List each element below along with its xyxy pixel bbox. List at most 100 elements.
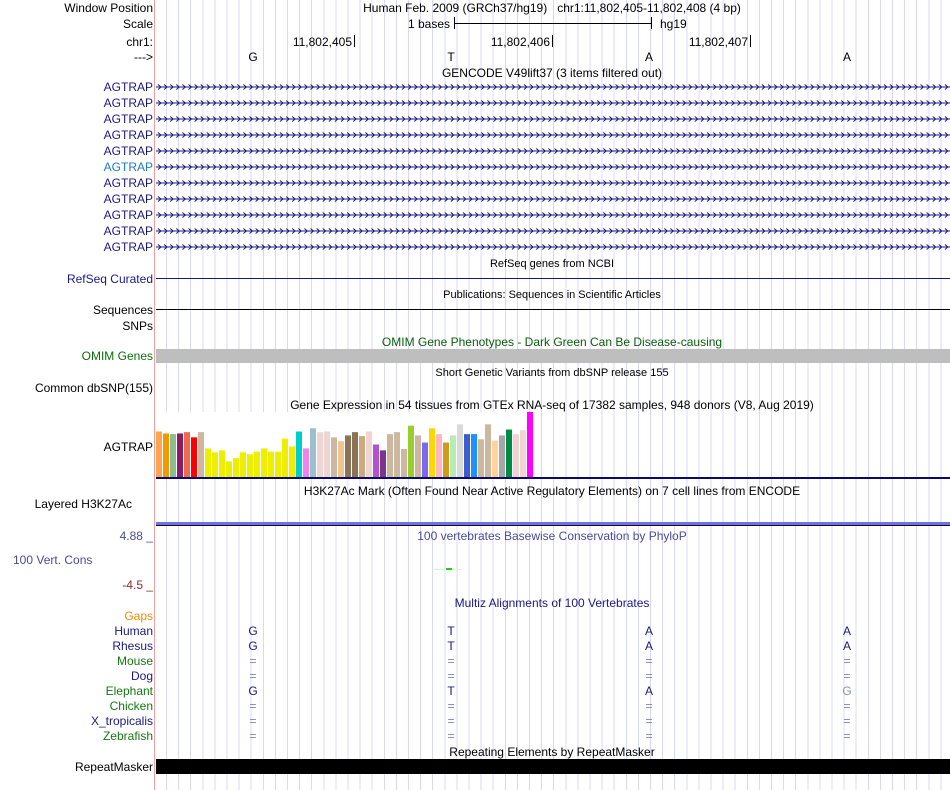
gtex-title[interactable]: Gene Expression in 54 tissues from GTEx … [290, 398, 814, 412]
species-label[interactable]: Chicken [109, 699, 153, 713]
publications-line[interactable] [156, 309, 950, 310]
gtex-bar[interactable] [261, 448, 267, 477]
gtex-bar[interactable] [198, 432, 204, 477]
dbsnp-title[interactable]: Short Genetic Variants from dbSNP releas… [435, 367, 669, 379]
gene-label[interactable]: AGTRAP [103, 208, 153, 222]
gene-transcript[interactable] [156, 227, 950, 235]
gtex-bar[interactable] [387, 434, 393, 477]
repeatmasker-feature[interactable] [156, 759, 950, 774]
dbsnp-label[interactable]: Common dbSNP(155) [34, 381, 153, 395]
gtex-bar[interactable] [338, 441, 344, 477]
phylop-label[interactable]: 100 Vert. Cons [13, 553, 93, 567]
gtex-bar[interactable] [184, 432, 190, 477]
gtex-bar[interactable] [457, 424, 463, 477]
gtex-bar[interactable] [506, 429, 512, 477]
gene-transcript[interactable] [156, 131, 950, 139]
gtex-bar[interactable] [226, 461, 232, 477]
gtex-chart[interactable] [156, 410, 950, 482]
omim-title[interactable]: OMIM Gene Phenotypes - Dark Green Can Be… [381, 335, 723, 349]
gene-transcript[interactable] [156, 83, 950, 91]
gtex-bar[interactable] [233, 458, 239, 477]
gene-label[interactable]: AGTRAP [103, 96, 153, 110]
multiz-title[interactable]: Multiz Alignments of 100 Vertebrates [454, 596, 650, 610]
refseq-title[interactable]: RefSeq genes from NCBI [489, 258, 615, 270]
gtex-bar[interactable] [247, 454, 253, 477]
gtex-bar[interactable] [359, 436, 365, 477]
gtex-bar[interactable] [163, 433, 169, 477]
gene-transcript[interactable] [156, 147, 950, 155]
gtex-bar[interactable] [415, 435, 421, 477]
gtex-bar[interactable] [380, 450, 386, 477]
gtex-bar[interactable] [352, 432, 358, 477]
gtex-bar[interactable] [492, 440, 498, 477]
publications-label-2[interactable]: SNPs [122, 319, 153, 333]
gtex-bar[interactable] [394, 432, 400, 477]
gtex-bar[interactable] [212, 452, 218, 477]
h3k27ac-label[interactable]: Layered H3K27Ac [34, 497, 132, 511]
repeatmasker-title[interactable]: Repeating Elements by RepeatMasker [449, 745, 655, 759]
gtex-bar[interactable] [317, 432, 323, 477]
gene-transcript[interactable] [156, 99, 950, 107]
gene-label[interactable]: AGTRAP [103, 112, 153, 126]
gene-label[interactable]: AGTRAP [103, 160, 153, 174]
gtex-bar[interactable] [450, 435, 456, 477]
gaps-label[interactable]: Gaps [124, 609, 153, 623]
h3k27ac-title[interactable]: H3K27Ac Mark (Often Found Near Active Re… [303, 484, 801, 498]
gtex-bar[interactable] [429, 428, 435, 477]
refseq-label[interactable]: RefSeq Curated [66, 272, 153, 286]
gtex-bar[interactable] [254, 451, 260, 477]
gene-transcript[interactable] [156, 179, 950, 187]
gene-transcript[interactable] [156, 243, 950, 251]
gtex-bar[interactable] [478, 439, 484, 477]
gtex-bar[interactable] [268, 451, 274, 477]
species-label[interactable]: Dog [130, 669, 153, 683]
gtex-label[interactable]: AGTRAP [103, 440, 153, 454]
gtex-bar[interactable] [520, 430, 526, 477]
gtex-bar[interactable] [177, 433, 183, 477]
h3k27ac-signal[interactable] [156, 522, 950, 525]
gtex-bar[interactable] [191, 437, 197, 477]
species-label[interactable]: Human [114, 624, 153, 638]
gtex-bar[interactable] [436, 434, 442, 477]
gtex-bar[interactable] [513, 434, 519, 477]
gtex-bar[interactable] [485, 424, 491, 477]
species-label[interactable]: Elephant [105, 684, 153, 698]
omim-feature[interactable] [156, 349, 950, 363]
gene-label[interactable]: AGTRAP [103, 128, 153, 142]
gtex-bar[interactable] [345, 435, 351, 477]
gene-transcript[interactable] [156, 211, 950, 219]
gtex-bar[interactable] [464, 434, 470, 477]
publications-title[interactable]: Publications: Sequences in Scientific Ar… [443, 289, 661, 301]
gtex-bar[interactable] [366, 431, 372, 478]
publications-label[interactable]: Sequences [92, 303, 153, 317]
gtex-bar[interactable] [373, 444, 379, 478]
gene-label[interactable]: AGTRAP [103, 80, 153, 94]
repeatmasker-label[interactable]: RepeatMasker [74, 760, 153, 774]
gtex-bar[interactable] [275, 451, 281, 477]
species-label[interactable]: X_tropicalis [90, 714, 153, 728]
gtex-bar[interactable] [303, 448, 309, 477]
species-label[interactable]: Rhesus [112, 639, 153, 653]
gencode-title[interactable]: GENCODE V49lift37 (3 items filtered out) [441, 66, 663, 80]
gtex-bar[interactable] [156, 431, 162, 478]
gtex-bar[interactable] [331, 437, 337, 477]
gene-transcript[interactable] [156, 115, 950, 123]
gtex-bar[interactable] [401, 449, 407, 477]
gtex-bar[interactable] [527, 412, 533, 477]
gene-label[interactable]: AGTRAP [103, 224, 153, 238]
gtex-bar[interactable] [471, 434, 477, 477]
gtex-bar[interactable] [443, 442, 449, 477]
phylop-title[interactable]: 100 vertebrates Basewise Conservation by… [417, 529, 687, 543]
gtex-bar[interactable] [499, 435, 505, 477]
refseq-line[interactable] [156, 278, 950, 279]
gene-label[interactable]: AGTRAP [103, 144, 153, 158]
phylop-value[interactable] [446, 568, 452, 570]
gtex-bar[interactable] [296, 431, 302, 478]
gtex-bar[interactable] [170, 434, 176, 477]
gene-label[interactable]: AGTRAP [103, 240, 153, 254]
species-label[interactable]: Mouse [116, 654, 153, 668]
gtex-bar[interactable] [422, 442, 428, 477]
gtex-bar[interactable] [324, 431, 330, 478]
gtex-bar[interactable] [310, 428, 316, 477]
gene-label[interactable]: AGTRAP [103, 192, 153, 206]
